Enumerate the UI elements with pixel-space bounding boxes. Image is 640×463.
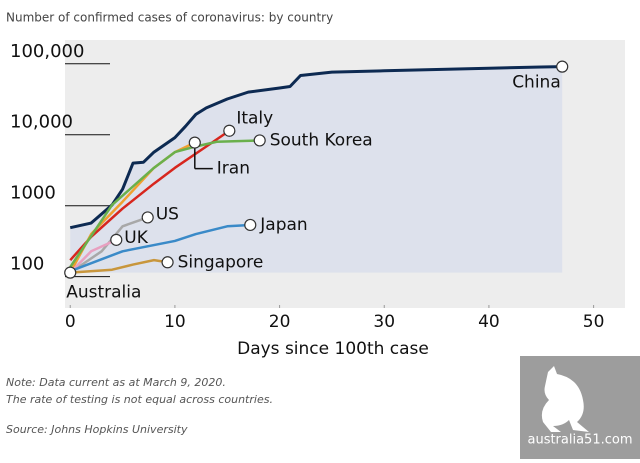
line — [69, 238, 117, 274]
end-marker — [244, 218, 257, 232]
x-tick-label: 40 — [478, 312, 500, 332]
x-tick-label: 50 — [583, 312, 605, 332]
series-label: Iran — [217, 159, 250, 179]
line — [70, 258, 168, 274]
series-label: Australia — [66, 283, 141, 303]
chart-title: Number of confirmed cases of coronavirus… — [6, 11, 333, 25]
end-marker — [188, 136, 201, 149]
end-marker — [161, 256, 174, 269]
x-tick-label: 0 — [65, 312, 76, 332]
end-marker — [64, 266, 77, 279]
watermark-text: australia51.com — [527, 433, 632, 448]
end-marker — [556, 60, 569, 73]
y-tick-label: 1000 — [10, 183, 56, 204]
x-tick-label: 30 — [373, 312, 395, 332]
source: Source: Johns Hopkins University — [6, 423, 188, 436]
series-label: Japan — [259, 215, 307, 235]
x-axis-label: Days since 100th case — [237, 339, 429, 359]
line — [69, 65, 563, 230]
end-marker — [223, 124, 236, 137]
series-label: South Korea — [270, 130, 373, 150]
series-label: Singapore — [178, 252, 264, 272]
note: The rate of testing is not equal across … — [6, 393, 273, 406]
end-marker — [141, 211, 154, 224]
series-label: Italy — [236, 109, 273, 129]
end-marker — [253, 134, 266, 147]
series-label: US — [156, 204, 179, 224]
y-tick-label: 100 — [10, 254, 44, 275]
x-tick-label: 20 — [269, 312, 291, 332]
y-tick-label: 10,000 — [10, 112, 73, 133]
x-tick-label: 10 — [164, 312, 186, 332]
line — [69, 223, 251, 273]
watermark: australia51.com — [520, 356, 640, 459]
series-label: UK — [124, 228, 148, 248]
line — [69, 139, 260, 268]
series-label: China — [512, 73, 561, 93]
kangaroo-icon — [541, 366, 589, 432]
note: Note: Data current as at March 9, 2020. — [6, 376, 226, 389]
y-tick-label: 100,000 — [10, 41, 84, 62]
end-marker — [110, 233, 123, 246]
